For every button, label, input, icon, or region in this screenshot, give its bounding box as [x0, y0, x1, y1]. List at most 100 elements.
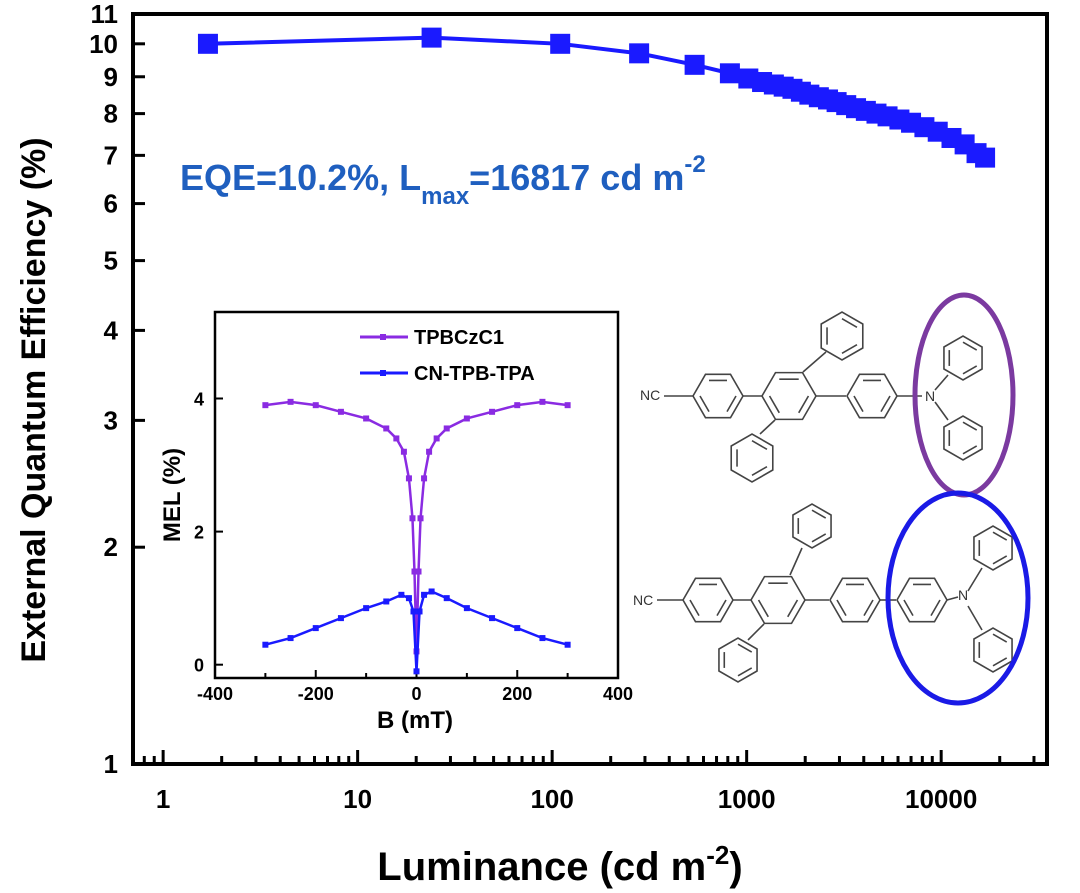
inset-data-point [421, 591, 428, 598]
inset-data-point [463, 415, 470, 422]
double-bond [880, 395, 891, 412]
inset-y-tick-label: 4 [194, 390, 204, 410]
double-bond [836, 599, 847, 616]
inset-data-point [539, 635, 546, 642]
inset-data-point [312, 402, 319, 409]
benzene-ring [820, 311, 864, 361]
inset-data-point [337, 408, 344, 415]
double-bond [930, 599, 941, 616]
main-data-point [684, 54, 705, 75]
inset-data-point [411, 568, 418, 575]
bond [946, 596, 959, 601]
benzene-ring [718, 637, 758, 683]
double-bond [716, 599, 727, 616]
double-bond [841, 318, 858, 329]
main-data-point [975, 147, 996, 168]
inset-data-point [433, 435, 440, 442]
double-bond [737, 667, 753, 677]
double-bond [689, 599, 700, 616]
double-bond [768, 395, 780, 414]
inset-data-point [363, 605, 370, 612]
benzene-ring [792, 503, 832, 549]
x-tick-label: 1000 [718, 784, 776, 814]
bottom-structure-nc-label: NC [633, 592, 653, 608]
double-bond [751, 440, 768, 451]
x-tick-label: 100 [530, 784, 573, 814]
inset-x-tick-label: 200 [502, 684, 532, 704]
double-bond [841, 343, 858, 354]
inset-data-point [421, 475, 428, 482]
double-bond [962, 445, 978, 455]
y-tick-label: 1 [104, 749, 118, 779]
benzene-ring [730, 433, 774, 483]
benzene-ring [943, 415, 983, 461]
inset-axis-tick-labels: -400 -200 0 200 400 0 2 4 [194, 390, 633, 704]
inset-y-tick-label: 0 [194, 656, 204, 676]
inset-data-point [383, 598, 390, 605]
bond [934, 401, 949, 421]
inset-data-point [413, 668, 420, 675]
chemical-structures [657, 311, 1013, 683]
bond [967, 567, 983, 592]
x-axis-title-main: Luminance (cd m [377, 845, 706, 889]
inset-data-point [383, 425, 390, 432]
bond [759, 419, 776, 435]
inset-x-tick-label: 0 [411, 684, 421, 704]
benzene-ring [896, 577, 948, 623]
double-bond [903, 599, 914, 616]
double-bond [992, 531, 1008, 541]
main-data-point [550, 33, 571, 54]
double-bond [737, 643, 753, 653]
double-bond [962, 341, 978, 351]
inset-data-point [417, 515, 424, 522]
benzene-ring [750, 575, 806, 625]
double-bond [811, 509, 827, 519]
bond [934, 374, 949, 391]
double-bond [962, 365, 978, 375]
double-bond [757, 599, 769, 618]
double-bond [726, 395, 737, 412]
inset-data-point [443, 425, 450, 432]
benzene-ring [973, 627, 1013, 673]
legend-label: CN-TPB-TPA [414, 363, 535, 385]
x-tick-label: 10000 [905, 784, 977, 814]
inset-data-point [539, 398, 546, 405]
inset-data-point [287, 635, 294, 642]
annotation-sub: max [421, 183, 470, 210]
inset-data-point [363, 415, 370, 422]
inset-y-axis-title: MEL (%) [159, 448, 186, 542]
y-axis-title: External Quantum Efficiency (%) [15, 137, 53, 662]
y-tick-label: 5 [104, 246, 118, 276]
inset-data-point [393, 435, 400, 442]
inset-data-point [262, 641, 269, 648]
double-bond [992, 555, 1008, 565]
main-data-point [629, 43, 650, 64]
y-tick-label: 6 [104, 189, 118, 219]
inset-data-point [410, 608, 417, 615]
inset-data-point [489, 408, 496, 415]
inset-data-point [262, 402, 269, 409]
main-data-point [719, 63, 740, 84]
x-tick-label: 10 [343, 784, 372, 814]
y-tick-label: 11 [91, 0, 119, 29]
main-axis-ticks [131, 12, 1036, 766]
inset-x-tick-label: 400 [603, 684, 633, 704]
top-structure-nc-label: NC [640, 387, 660, 403]
bond [802, 351, 827, 373]
inset-data-point [428, 588, 435, 595]
y-tick-label: 9 [104, 62, 118, 92]
annotation-sup: -2 [684, 151, 705, 178]
double-bond [992, 657, 1008, 667]
double-bond [787, 599, 799, 618]
y-tick-label: 4 [104, 315, 119, 345]
y-tick-label: 8 [104, 99, 118, 129]
inset-data-point [415, 568, 422, 575]
main-data-point [421, 27, 442, 48]
double-bond [863, 599, 874, 616]
main-series-line [207, 35, 987, 160]
double-bond [699, 395, 710, 412]
inset-data-point [564, 402, 571, 409]
inset-data-point [405, 475, 412, 482]
legend-label: TPBCzC1 [414, 327, 504, 349]
